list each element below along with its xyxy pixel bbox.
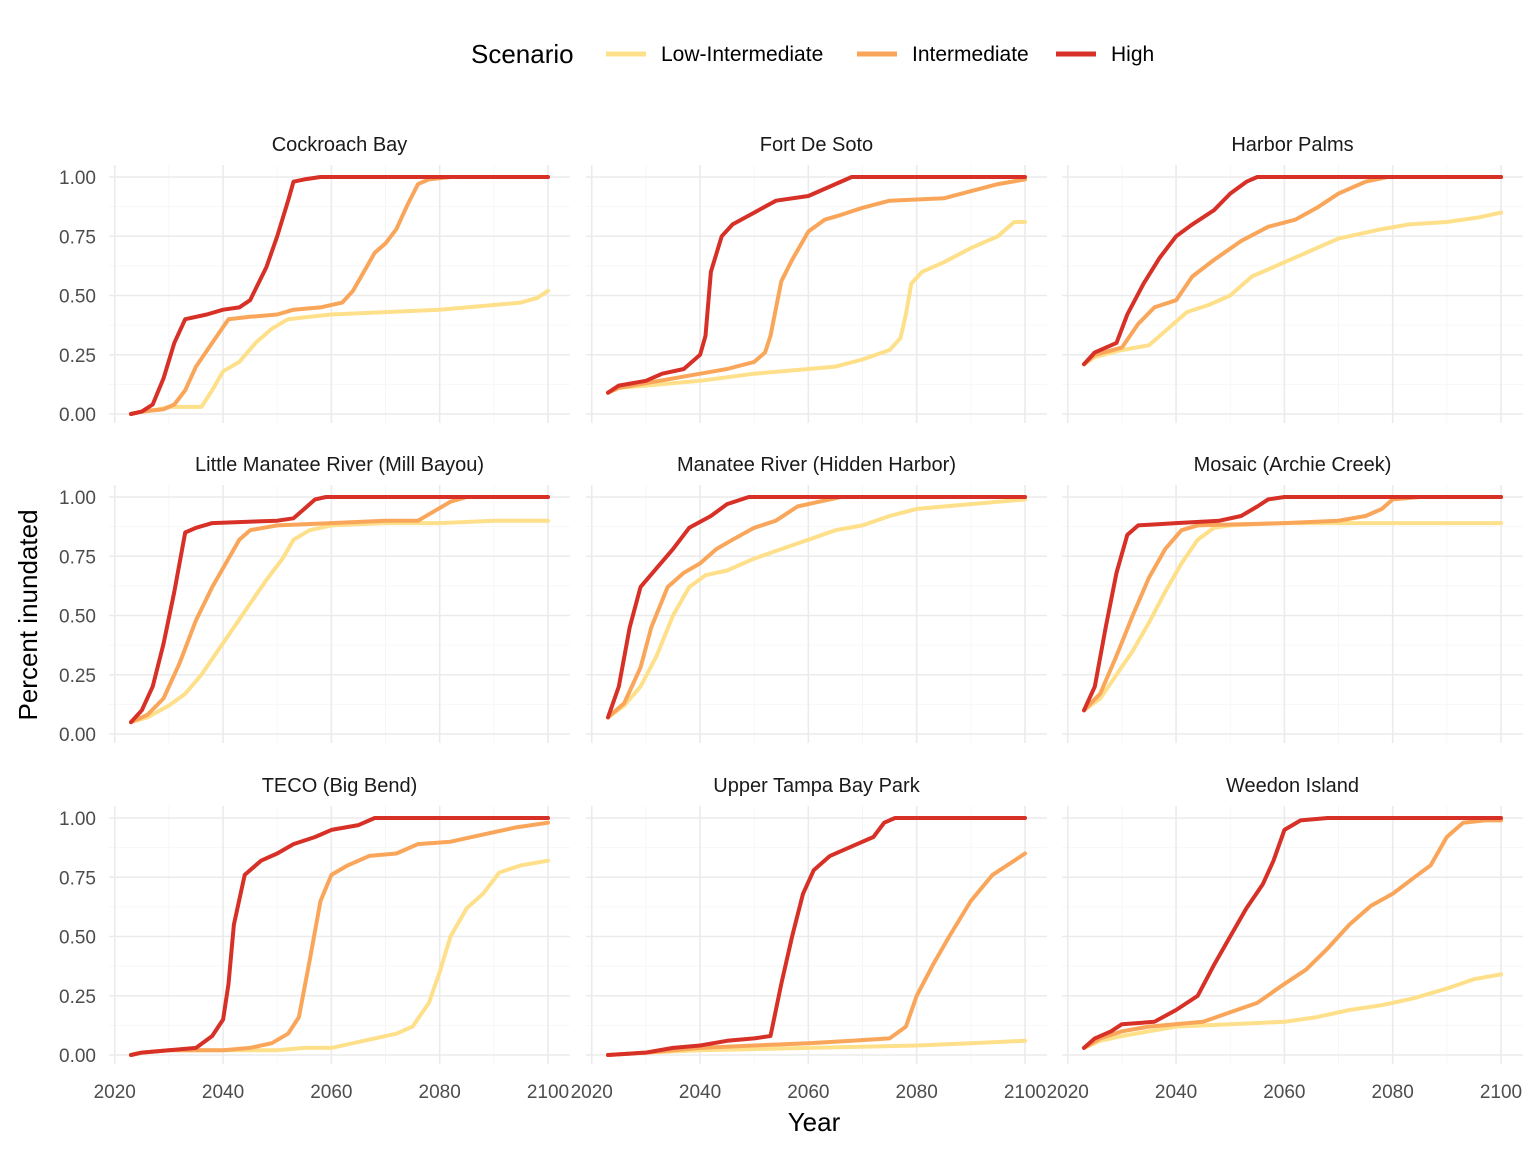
x-tick-label: 2080 — [419, 1082, 461, 1103]
facet-panel: Harbor Palms — [1062, 134, 1523, 423]
series-line-low-intermediate — [1082, 210, 1503, 367]
legend: Scenario Low-Intermediate Intermediate High — [471, 39, 1154, 69]
x-tick-label: 2020 — [94, 1082, 136, 1103]
legend-label: Low-Intermediate — [661, 43, 823, 66]
legend-label: High — [1111, 43, 1154, 66]
facet-panel: Little Manatee River (Mill Bayou) 0.00 0.2… — [59, 454, 570, 746]
panel-title: Manatee River (Hidden Harbor) — [677, 454, 956, 476]
x-tick-label: 2060 — [310, 1082, 352, 1103]
legend-title: Scenario — [471, 39, 574, 69]
facet-panel: Manatee River (Hidden Harbor) — [586, 454, 1047, 743]
x-tick-label: 2060 — [1263, 1082, 1305, 1103]
facet-panel: Mosaic (Archie Creek) — [1062, 454, 1523, 743]
series-line-intermediate — [129, 495, 550, 725]
y-tick-label: 0.75 — [59, 547, 96, 568]
series-line-low-intermediate — [606, 497, 1027, 720]
facet-panel: TECO (Big Bend) 0.00 0.25 0.50 0.75 1.00 2020 2… — [59, 775, 570, 1103]
series-line-intermediate — [606, 851, 1027, 1057]
x-tick-label: 2060 — [787, 1082, 829, 1103]
x-tick-label: 2040 — [679, 1082, 721, 1103]
series-line-low-intermediate — [129, 288, 550, 416]
y-tick-label: 1.00 — [59, 168, 96, 189]
x-tick-label: 2100 — [527, 1082, 569, 1103]
panel-title: Harbor Palms — [1231, 134, 1353, 156]
panel-title: Cockroach Bay — [272, 134, 408, 156]
series-line-low-intermediate — [1082, 972, 1503, 1050]
x-tick-label: 2040 — [1155, 1082, 1197, 1103]
y-tick-label: 0.00 — [59, 1046, 96, 1067]
series-line-high — [1082, 175, 1503, 367]
y-tick-label: 0.25 — [59, 346, 96, 367]
series-line-low-intermediate — [1082, 521, 1503, 713]
y-tick-label: 0.50 — [59, 607, 96, 628]
panel-title: Weedon Island — [1226, 775, 1359, 797]
series-line-intermediate — [1082, 495, 1503, 713]
x-tick-label: 2100 — [1004, 1082, 1046, 1103]
y-tick-label: 1.00 — [59, 488, 96, 509]
y-tick-label: 0.00 — [59, 725, 96, 746]
series-line-low-intermediate — [129, 518, 550, 725]
series-line-intermediate — [606, 177, 1027, 395]
x-tick-label: 2040 — [202, 1082, 244, 1103]
series-line-high — [129, 495, 550, 725]
x-tick-label: 2020 — [571, 1082, 613, 1103]
panel-title: TECO (Big Bend) — [262, 775, 418, 797]
series-line-intermediate — [1082, 818, 1503, 1050]
x-axis-title: Year — [788, 1107, 841, 1137]
x-tick-label: 2080 — [896, 1082, 938, 1103]
series-line-high — [129, 175, 550, 416]
series-line-high — [129, 816, 550, 1057]
facet-panel: Weedon Island 2020 2040 2060 2080 2100 — [1047, 775, 1523, 1103]
legend-item: High — [1056, 43, 1154, 66]
x-tick-label: 2020 — [1047, 1082, 1089, 1103]
y-tick-label: 0.25 — [59, 666, 96, 687]
facet-panel: Cockroach Bay 0.00 0.25 0.50 0.75 1.00 — [59, 134, 570, 426]
panel-title: Mosaic (Archie Creek) — [1194, 454, 1392, 476]
facet-panels: Cockroach Bay 0.00 0.25 0.50 0.75 1.00 Fort De… — [59, 134, 1523, 1103]
y-tick-label: 0.50 — [59, 928, 96, 949]
series-line-high — [1082, 495, 1503, 713]
y-tick-label: 0.00 — [59, 405, 96, 426]
x-tick-label: 2100 — [1480, 1082, 1522, 1103]
legend-label: Intermediate — [912, 43, 1029, 66]
facet-panel: Upper Tampa Bay Park 2020 2040 2060 2080 2100 — [571, 775, 1047, 1103]
y-axis-title: Percent inundated — [13, 509, 43, 720]
series-line-low-intermediate — [606, 220, 1027, 395]
y-tick-label: 0.25 — [59, 987, 96, 1008]
series-line-high — [606, 495, 1027, 720]
y-tick-label: 0.75 — [59, 868, 96, 889]
y-tick-label: 0.50 — [59, 287, 96, 308]
y-tick-label: 1.00 — [59, 809, 96, 830]
series-line-intermediate — [1082, 175, 1503, 367]
y-tick-label: 0.75 — [59, 227, 96, 248]
panel-title: Upper Tampa Bay Park — [713, 775, 920, 797]
x-tick-label: 2080 — [1372, 1082, 1414, 1103]
panel-title: Little Manatee River (Mill Bayou) — [195, 454, 484, 476]
legend-item: Intermediate — [857, 43, 1029, 66]
series-line-intermediate — [606, 495, 1027, 720]
series-line-low-intermediate — [129, 858, 550, 1057]
series-line-high — [1082, 816, 1503, 1050]
series-line-intermediate — [129, 175, 550, 416]
legend-item: Low-Intermediate — [606, 43, 823, 66]
facet-panel: Fort De Soto — [586, 134, 1047, 423]
panel-title: Fort De Soto — [760, 134, 873, 156]
series-line-high — [606, 816, 1027, 1057]
series-line-intermediate — [129, 820, 550, 1057]
series-line-high — [606, 175, 1027, 395]
